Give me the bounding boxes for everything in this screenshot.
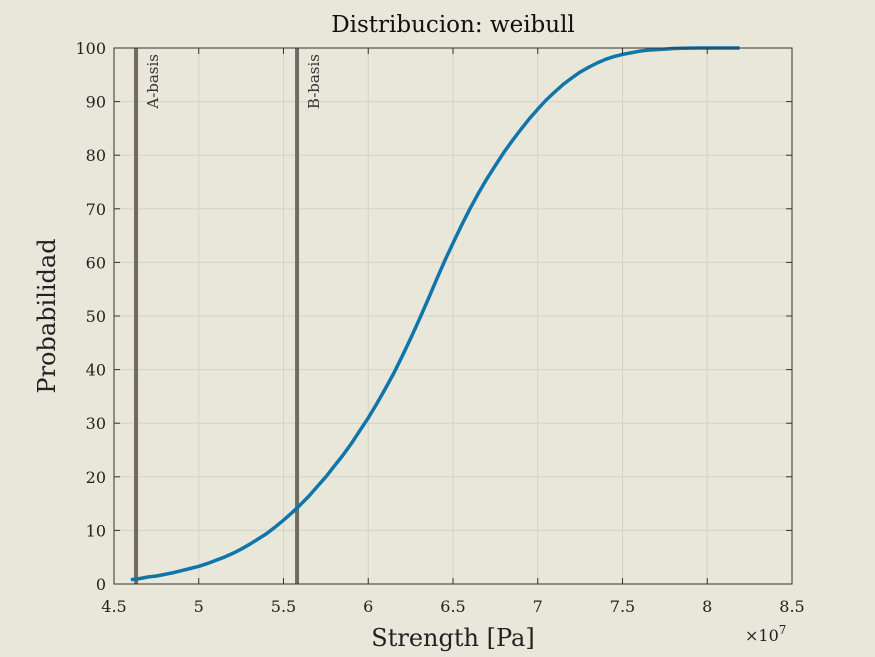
x-tick-label: 7.5: [610, 597, 635, 616]
y-tick-label: 0: [96, 575, 106, 594]
x-tick-label: 5.5: [271, 597, 296, 616]
y-tick-label: 10: [86, 521, 106, 540]
basis-lines: A-basis B-basis: [134, 48, 323, 584]
chart-title: Distribucion: weibull: [331, 12, 575, 38]
x-tick-label: 7: [533, 597, 543, 616]
y-tick-label: 80: [86, 146, 106, 165]
y-tick-label: 40: [86, 361, 106, 380]
basis-label-a-basis: A-basis: [144, 54, 162, 110]
x-exponent-label: ×107: [745, 623, 786, 645]
y-tick-label: 90: [86, 93, 106, 112]
x-tick-label: 6.5: [440, 597, 465, 616]
x-axis-title: Strength [Pa]: [371, 624, 534, 652]
y-tick-label: 100: [75, 39, 106, 58]
y-axis-title: Probabilidad: [33, 238, 61, 393]
x-tick-label: 4.5: [101, 597, 126, 616]
y-tick-label: 20: [86, 468, 106, 487]
x-tick-label: 6: [363, 597, 373, 616]
y-tick-label: 70: [86, 200, 106, 219]
y-tick-label: 30: [86, 414, 106, 433]
y-tick-label: 60: [86, 253, 106, 272]
x-tick-label: 5: [194, 597, 204, 616]
x-tick-label: 8.5: [779, 597, 804, 616]
weibull-cdf-line: [130, 46, 740, 582]
basis-label-b-basis: B-basis: [305, 54, 323, 109]
x-tick-label: 8: [702, 597, 712, 616]
axis-ticks: 4.5 5 5.5 6 6.5 7 7.5 8 8.5 0 10 20 30 40 50 60 70 80 90 10…: [75, 39, 804, 616]
y-tick-label: 50: [86, 307, 106, 326]
